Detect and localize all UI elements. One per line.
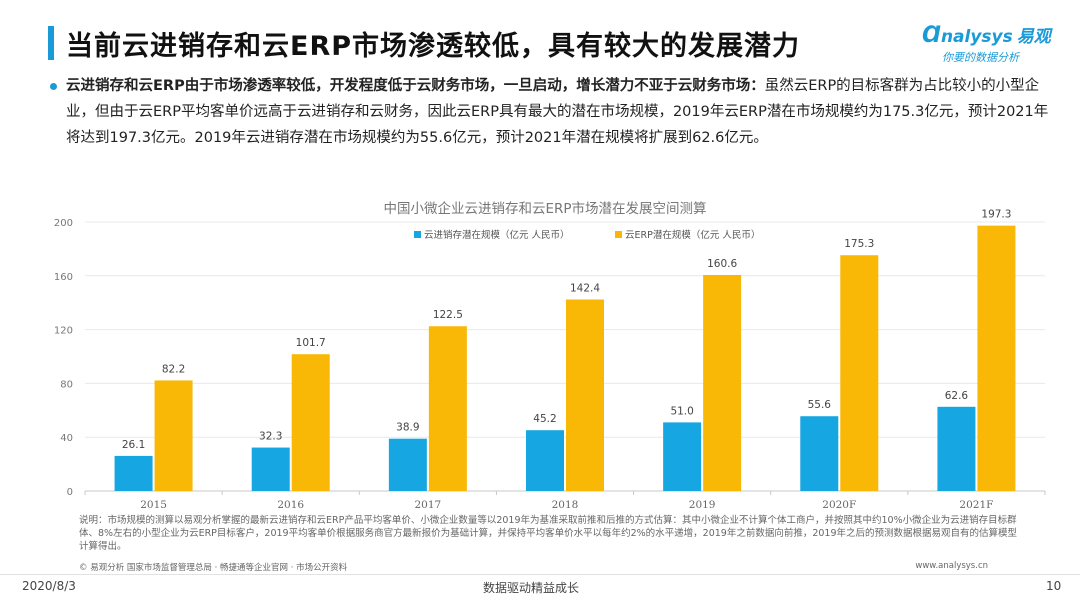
bar-jxc-2021F (937, 406, 976, 491)
page-number: 10 (1046, 579, 1062, 593)
bullet-icon (50, 83, 57, 90)
y-tick-label: 40 (60, 433, 73, 444)
data-label: 26.1 (122, 439, 145, 451)
data-label: 175.3 (844, 238, 874, 250)
data-label: 160.6 (707, 258, 737, 270)
bar-jxc-2018 (526, 430, 564, 491)
logo-brand: nalysys (940, 27, 1013, 47)
bar-jxc-2016 (251, 447, 290, 491)
y-tick-label: 200 (54, 218, 73, 229)
summary-bold: 云进销存和云ERP由于市场渗透率较低，开发程度低于云财务市场，一旦启动，增长潜力… (66, 78, 765, 94)
bar-erp-2020F (840, 255, 879, 491)
bar-erp-2019 (703, 274, 742, 491)
data-label: 122.5 (433, 309, 463, 321)
x-tick-label: 2017 (414, 499, 441, 511)
bar-erp-2017 (428, 326, 467, 491)
data-label: 62.6 (945, 390, 969, 402)
page-title: 当前云进销存和云ERP市场渗透较低，具有较大的发展潜力 (66, 31, 801, 62)
x-tick-label: 2015 (140, 499, 167, 511)
bar-erp-2018 (566, 299, 604, 491)
summary-body: 虽然云ERP的目标客群为占比较小的小型企业，但由于云ERP平均客单价远高于云进销… (66, 78, 1049, 146)
legend-swatch-1 (615, 231, 622, 238)
logo-tagline: 你要的数据分析 (942, 51, 1019, 64)
bar-erp-2015 (154, 380, 193, 491)
bar-erp-2016 (291, 354, 330, 491)
y-tick-label: 80 (60, 379, 73, 390)
y-tick-label: 160 (54, 272, 73, 283)
legend-label-0: 云进销存潜在规模（亿元 人民币） (424, 229, 570, 241)
methodology-note: 说明：市场规模的测算以易观分析掌握的最新云进销存和云ERP产品平均客单价、小微企… (79, 515, 1018, 552)
bar-jxc-2020F (800, 416, 839, 491)
bar-jxc-2015 (114, 455, 153, 491)
data-label: 197.3 (981, 209, 1011, 221)
data-label: 82.2 (162, 363, 185, 375)
data-label: 55.6 (808, 399, 832, 411)
legend-swatch-0 (414, 231, 421, 238)
x-tick-label: 2020F (822, 499, 856, 511)
data-label: 38.9 (396, 422, 419, 434)
website-url: www.analysys.cn (915, 561, 988, 571)
x-tick-label: 2021F (959, 499, 993, 511)
bar-jxc-2017 (388, 438, 427, 491)
footer-date: 2020/8/3 (22, 579, 76, 593)
legend-label-1: 云ERP潜在规模（亿元 人民币） (625, 229, 760, 241)
y-tick-label: 0 (67, 487, 73, 498)
footer-divider (0, 574, 1080, 575)
data-label: 45.2 (533, 413, 556, 425)
footer-slogan: 数据驱动精益成长 (483, 581, 580, 595)
x-tick-label: 2016 (277, 499, 304, 511)
data-label: 51.0 (670, 405, 693, 417)
data-label: 142.4 (570, 282, 600, 294)
bar-jxc-2019 (663, 422, 702, 491)
data-source: © 易观分析 国家市场监督管理总局 · 畅捷通等企业官网 · 市场公开资料 (79, 563, 348, 573)
analysys-logo: Ɑnalysys 易观 你要的数据分析 (922, 22, 1062, 66)
summary-paragraph: 云进销存和云ERP由于市场渗透率较低，开发程度低于云财务市场，一旦启动，增长潜力… (66, 73, 1051, 151)
chart-title: 中国小微企业云进销存和云ERP市场潜在发展空间测算 (383, 200, 706, 217)
bar-chart: 中国小微企业云进销存和云ERP市场潜在发展空间测算 0 40 80 120 160 200 云… (54, 200, 1046, 511)
data-label: 101.7 (296, 337, 326, 349)
title-accent-bar (48, 26, 54, 60)
data-label: 32.3 (259, 431, 282, 443)
y-tick-label: 120 (54, 326, 73, 337)
x-tick-label: 2019 (689, 499, 716, 511)
bar-erp-2021F (977, 225, 1016, 491)
x-tick-label: 2018 (552, 499, 579, 511)
logo-cn: 易观 (1016, 27, 1051, 47)
